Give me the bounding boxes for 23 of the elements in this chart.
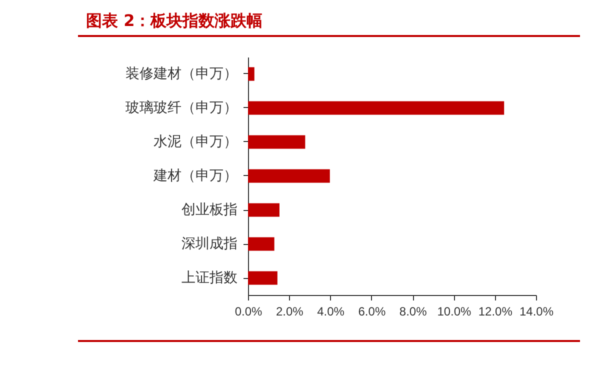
y-tick-label: 装修建材（申万） (126, 66, 238, 82)
bar (248, 237, 274, 251)
y-tick-label: 深圳成指 (182, 236, 238, 252)
x-tick-label: 2.0% (276, 304, 304, 318)
x-tick-label: 14.0% (519, 304, 554, 318)
chart-title: 图表 2：板块指数涨跌幅 (86, 11, 263, 30)
bar (248, 67, 254, 81)
bar (248, 203, 280, 217)
y-tick-label: 上证指数 (182, 270, 238, 286)
x-tick-label: 4.0% (317, 304, 345, 318)
bar (248, 271, 278, 285)
y-tick-label: 水泥（申万） (154, 134, 238, 150)
x-tick-label: 6.0% (358, 304, 386, 318)
x-tick-label: 8.0% (399, 304, 428, 318)
bar (248, 135, 306, 149)
bar (248, 169, 330, 183)
y-tick-label: 建材（申万） (152, 168, 238, 184)
y-tick-label: 玻璃玻纤（申万） (126, 100, 238, 116)
x-tick-label: 0.0% (234, 304, 262, 318)
bar (248, 101, 504, 115)
x-tick-label: 12.0% (478, 304, 513, 318)
x-tick-label: 10.0% (437, 304, 472, 318)
y-tick-label: 创业板指 (182, 202, 238, 218)
